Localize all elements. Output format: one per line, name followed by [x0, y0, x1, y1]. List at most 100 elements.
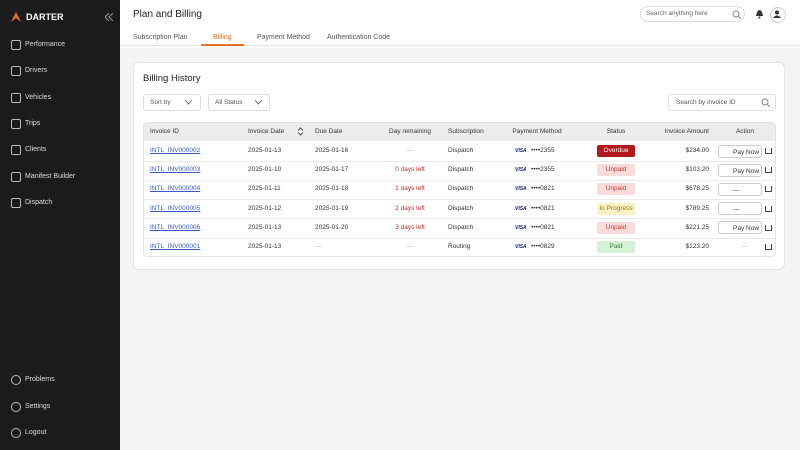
nav-item[interactable]: Settings	[25, 402, 51, 410]
invoice-date: 2025-01-13	[248, 223, 282, 231]
column-header: Subscription	[448, 128, 484, 135]
tab[interactable]: Payment Method	[257, 34, 310, 41]
due-date: 2025-01-20	[315, 223, 349, 231]
card-brand: VISA	[515, 167, 527, 174]
status-badge: Overdue	[597, 145, 635, 157]
header	[120, 0, 800, 48]
nav-item[interactable]: Performance	[25, 41, 66, 48]
column-header: Invoice Date	[248, 128, 285, 135]
pay-now-button[interactable]: —	[718, 182, 762, 196]
subscription: Dispatch	[448, 204, 474, 212]
invoice-date: 2025-01-10	[248, 166, 282, 174]
subscription: Dispatch	[448, 166, 474, 174]
tab[interactable]: Authentication Code	[327, 34, 391, 41]
chevron	[255, 100, 262, 105]
status-select[interactable]	[208, 94, 270, 111]
days-remaining: 0 days left	[395, 166, 425, 174]
brand: DARTER	[26, 12, 64, 22]
invoice-link[interactable]: INTL_INV000001	[150, 243, 201, 250]
card-brand: VISA	[515, 244, 527, 250]
due-date: 2025-01-17	[315, 166, 349, 174]
brand-logo	[11, 12, 21, 22]
row-divider	[144, 218, 775, 220]
nav-item[interactable]: Problems	[25, 376, 55, 383]
tab[interactable]: Billing	[213, 34, 232, 41]
pay-now-button[interactable]: Pay Now	[718, 221, 762, 235]
invoice-link[interactable]: INTL_INV000004	[150, 185, 201, 193]
invoice-date: 2025-01-11	[248, 185, 281, 193]
invoice-search[interactable]	[668, 94, 776, 111]
download-icon[interactable]	[765, 224, 772, 231]
card-brand: VISA	[515, 205, 527, 212]
bell-icon[interactable]	[755, 9, 764, 19]
column-header: Payment Method	[512, 128, 562, 135]
nav-item[interactable]: Logout	[25, 429, 47, 436]
invoice-link[interactable]: INTL_INV000002	[150, 147, 201, 154]
invoice-link[interactable]: INTL_INV000006	[150, 223, 201, 231]
days-remaining: 3 days left	[395, 223, 425, 231]
nav-item[interactable]: Clients	[25, 146, 47, 154]
nav-item[interactable]: Vehicles	[25, 93, 52, 101]
card-number: ••••0821	[531, 204, 555, 212]
column-header: Invoice ID	[150, 128, 179, 135]
invoice-amount: $234.00	[685, 147, 710, 154]
pay-now-button[interactable]: —	[718, 202, 762, 216]
nav-item[interactable]: Drivers	[25, 67, 48, 75]
card-brand: VISA	[515, 224, 527, 231]
download-icon[interactable]	[765, 244, 772, 250]
user-avatar[interactable]	[770, 7, 786, 23]
subscription: Dispatch	[448, 147, 474, 154]
collapse-icon[interactable]	[105, 13, 113, 21]
search-icon	[761, 98, 770, 107]
status-label: All Status	[215, 99, 243, 106]
card-number: ••••0821	[531, 223, 555, 231]
tab-underline	[201, 44, 244, 46]
card-title: Billing History	[143, 73, 201, 84]
chevron	[185, 100, 192, 105]
download-icon[interactable]	[765, 186, 772, 193]
pay-now-button[interactable]: Pay Now	[718, 144, 762, 158]
invoice-amount: $789.25	[685, 204, 710, 212]
nav-icon	[11, 171, 21, 182]
row-divider	[144, 199, 775, 201]
column-header: Invoice Amount	[664, 128, 709, 135]
nav-item[interactable]: Manifest Builder	[25, 172, 76, 180]
card-brand: VISA	[515, 186, 527, 193]
invoice-amount: $123.20	[685, 243, 710, 250]
invoice-amount: $678.25	[685, 185, 710, 193]
nav-item[interactable]: Trips	[25, 119, 41, 127]
invoice-amount: $221.25	[685, 223, 710, 231]
card	[133, 62, 785, 270]
tab[interactable]: Subscription Plan	[133, 34, 188, 41]
search-box[interactable]	[640, 6, 745, 22]
download-icon[interactable]	[765, 167, 772, 174]
nav-icon	[11, 428, 21, 438]
row-divider	[144, 237, 775, 239]
sort-select[interactable]	[143, 94, 201, 111]
row-divider	[144, 179, 775, 181]
status-badge: In Progress	[597, 202, 635, 215]
subscription: Routing	[448, 243, 471, 250]
nav-icon	[11, 197, 21, 208]
search-placeholder: Search anything here	[646, 10, 708, 17]
column-header: Due Date	[315, 128, 343, 135]
pay-now-button[interactable]: Pay Now	[718, 163, 762, 177]
sort-icon[interactable]	[297, 127, 304, 136]
invoice-link[interactable]: INTL_INV000003	[150, 166, 201, 174]
due-date: —	[315, 243, 322, 250]
due-date: 2025-01-18	[315, 185, 349, 193]
nav-icon	[11, 145, 21, 156]
invoice-link[interactable]: INTL_INV000005	[150, 204, 201, 212]
subscription: Dispatch	[448, 185, 474, 193]
nav-item[interactable]: Dispatch	[25, 198, 53, 206]
download-icon[interactable]	[765, 148, 772, 154]
days-remaining: 2 days left	[395, 204, 425, 212]
nav-icon	[11, 92, 21, 103]
nav-icon	[11, 118, 21, 129]
search-icon	[732, 10, 741, 19]
status-badge: Unpaid	[597, 183, 635, 196]
subscription: Dispatch	[448, 223, 474, 231]
card-number: ••••2355	[531, 147, 555, 154]
card-number: ••••0829	[531, 243, 555, 250]
download-icon[interactable]	[765, 205, 772, 212]
